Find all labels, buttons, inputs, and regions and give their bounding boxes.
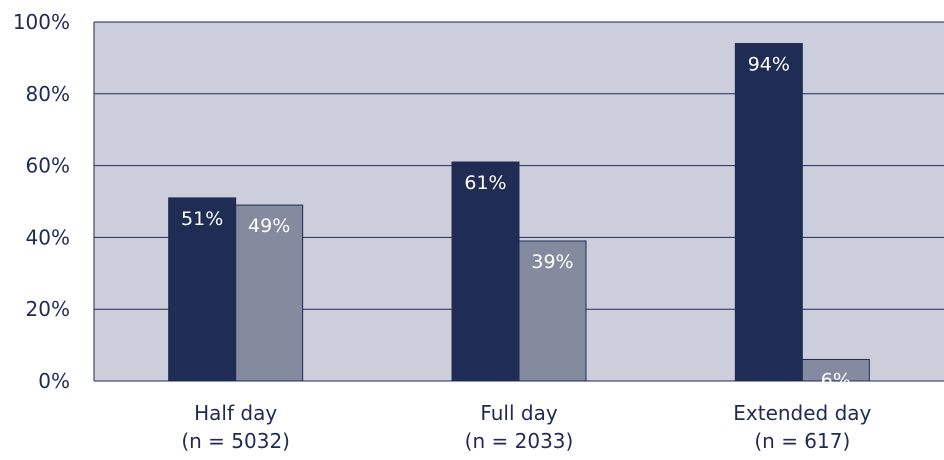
y-tick-label: 0% [38,369,70,393]
x-category-n-label: (n = 617) [754,429,850,453]
y-axis: 0% 20% 40% 60% 80% 100% [13,10,70,393]
x-category-n-label: (n = 2033) [465,429,574,453]
x-axis: Half day (n = 5032) Full day (n = 2033) Exte… [181,401,871,453]
y-tick-label: 40% [26,225,70,249]
y-tick-label: 60% [26,154,70,178]
bar-full-day-series-2 [518,240,587,382]
y-tick-label: 80% [26,82,70,106]
data-label: 49% [248,215,290,237]
data-label: 51% [181,208,223,230]
bar-half-day-series-2 [235,204,304,382]
data-label: 6% [821,369,851,391]
y-tick-label: 20% [26,297,70,321]
bar-extended-day-series-2 [801,358,870,382]
x-category-label: Half day [194,401,277,425]
bars-group: 51% 49% 61% 39% 94% 6% [168,43,870,391]
x-category-label: Extended day [733,401,871,425]
y-tick-label: 100% [13,10,70,34]
x-category-label: Full day [480,401,558,425]
data-label: 61% [464,172,506,194]
x-category-n-label: (n = 5032) [181,429,290,453]
bar-full-day-series-1 [451,161,520,382]
data-label: 94% [748,54,790,76]
data-label: 39% [531,251,573,273]
bar-extended-day-series-1 [734,43,803,382]
